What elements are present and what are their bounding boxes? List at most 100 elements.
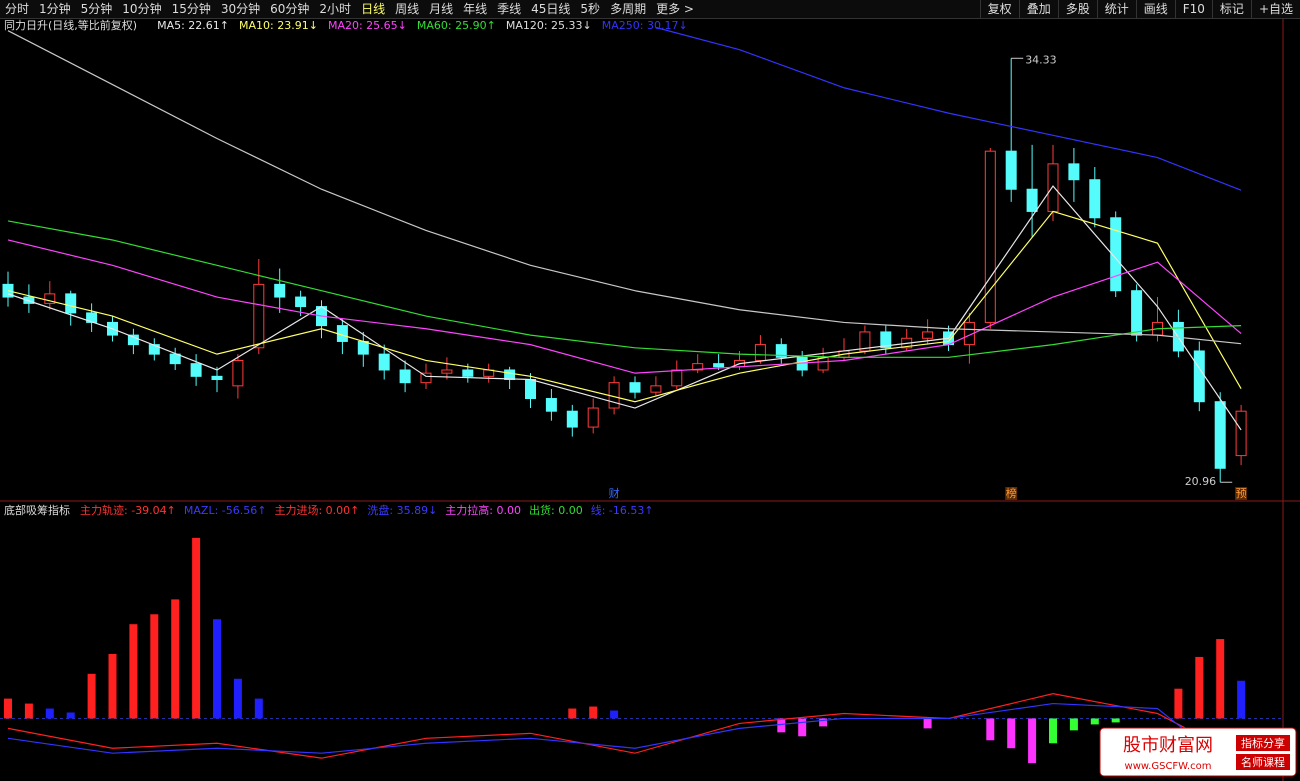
toolbar-button[interactable]: 10分钟 bbox=[122, 2, 162, 16]
ma-line bbox=[7, 220, 1242, 358]
toolbar-button[interactable]: 周线 bbox=[395, 2, 420, 16]
watermark-tag-bg bbox=[1236, 735, 1290, 751]
toolbar-button[interactable]: 60分钟 bbox=[270, 2, 310, 16]
indicator-legend: 出货: 0.00 bbox=[529, 503, 583, 517]
indicator-bar bbox=[777, 718, 786, 733]
indicator-legend: 主力进场: 0.00↑ bbox=[274, 503, 359, 517]
legend-name: MA120 bbox=[506, 19, 544, 32]
candle-body bbox=[253, 283, 265, 349]
legend-name: MA60 bbox=[417, 19, 448, 32]
indicator-bar bbox=[192, 537, 201, 719]
candle-body bbox=[817, 356, 829, 371]
candle-body bbox=[399, 369, 411, 384]
toolbar-button[interactable]: 统计 bbox=[1096, 0, 1136, 18]
indicator-bar bbox=[1028, 718, 1037, 764]
candle-body bbox=[23, 296, 35, 304]
indicator-legend: 主力拉高: 0.00 bbox=[445, 503, 521, 517]
toolbar-button[interactable]: 5秒 bbox=[580, 2, 601, 16]
toolbar-button[interactable]: 15分钟 bbox=[171, 2, 211, 16]
toolbar-button[interactable]: 45日线 bbox=[531, 2, 571, 16]
marker: 财 bbox=[609, 486, 620, 500]
toolbar-button[interactable]: F10 bbox=[1174, 0, 1212, 18]
indicator-line bbox=[7, 702, 1242, 776]
indicator-bar bbox=[150, 614, 159, 719]
legend-value: : 25.90↑ bbox=[448, 19, 496, 32]
indicator-bar bbox=[1111, 718, 1120, 723]
candle-body bbox=[545, 398, 557, 412]
toolbar: 分时 1分钟 5分钟 10分钟 15分钟 30分钟 60分钟 2小时 日线 周线 月线 年线 季线 45日… bbox=[0, 0, 1300, 19]
indicator-bar bbox=[819, 718, 828, 727]
legend-name: MA250 bbox=[602, 19, 640, 32]
watermark-tag-bg bbox=[1236, 754, 1290, 770]
legend-value: : 25.33↓ bbox=[544, 19, 592, 32]
indicator-bar bbox=[1069, 718, 1078, 731]
candle-body bbox=[775, 344, 787, 358]
candle-body bbox=[504, 369, 516, 381]
toolbar-button[interactable]: +自选 bbox=[1250, 0, 1300, 18]
legend-value: : 30.17↓ bbox=[640, 19, 688, 32]
indicator-bar bbox=[1049, 718, 1057, 744]
toolbar-button[interactable]: 30分钟 bbox=[220, 2, 261, 16]
indicator-line bbox=[7, 693, 1242, 759]
candle-body bbox=[1193, 350, 1205, 403]
toolbar-button[interactable]: 多周期 bbox=[610, 2, 647, 16]
indicator-legend: 洗盘: 35.89↓ bbox=[367, 503, 437, 517]
legend-name: MA10 bbox=[239, 19, 270, 32]
toolbar-button[interactable]: 月线 bbox=[429, 2, 454, 16]
marker: 榜 bbox=[1006, 486, 1017, 500]
candle-body bbox=[692, 363, 704, 371]
indicator-bar bbox=[66, 712, 75, 719]
ma-line bbox=[7, 185, 1242, 431]
indicator-bar bbox=[129, 624, 138, 719]
toolbar-button[interactable]: 年线 bbox=[463, 2, 488, 16]
indicator-bar bbox=[87, 673, 96, 719]
indicator-bar bbox=[1195, 656, 1204, 719]
toolbar-button[interactable]: 复权 bbox=[979, 0, 1019, 18]
indicator-bar bbox=[45, 708, 54, 719]
candle-body bbox=[984, 150, 996, 323]
candle-body bbox=[566, 410, 578, 428]
candle-body bbox=[378, 353, 390, 371]
candle-body bbox=[525, 379, 536, 400]
candle-body bbox=[922, 331, 934, 339]
toolbar-button[interactable]: 2小时 bbox=[319, 2, 352, 16]
toolbar-button[interactable]: 1分钟 bbox=[39, 2, 71, 16]
candle-body bbox=[1026, 188, 1038, 212]
toolbar-button[interactable]: 画线 bbox=[1135, 0, 1175, 18]
ma-line bbox=[7, 210, 1242, 403]
indicator-bar bbox=[610, 710, 619, 719]
legend-name: MA20 bbox=[328, 19, 359, 32]
toolbar-button[interactable]: 更多 > bbox=[656, 2, 694, 16]
indicator-bar bbox=[1007, 718, 1016, 749]
indicator-bar bbox=[108, 653, 117, 719]
candle-body bbox=[1214, 401, 1226, 469]
indicator-bar bbox=[798, 718, 807, 737]
indicator-legend: 线: -16.53↑ bbox=[591, 503, 654, 517]
candle-body bbox=[274, 283, 286, 298]
toolbar-button[interactable]: 多股 bbox=[1057, 0, 1097, 18]
ma-line bbox=[7, 30, 1242, 345]
indicator-bar bbox=[568, 708, 577, 719]
indicator-bar bbox=[1216, 639, 1225, 719]
toolbar-button[interactable]: 标记 bbox=[1211, 0, 1251, 18]
candle-body bbox=[650, 385, 662, 393]
candle-body bbox=[420, 372, 432, 384]
indicator-bar bbox=[171, 599, 180, 719]
toolbar-button[interactable]: 5分钟 bbox=[80, 2, 113, 16]
watermark-tag: 指标分享 bbox=[1241, 736, 1285, 750]
indicator-bar bbox=[1174, 688, 1183, 719]
candle-body bbox=[671, 369, 683, 387]
toolbar-button[interactable]: 日线 bbox=[361, 2, 386, 16]
toolbar-button[interactable]: 叠加 bbox=[1018, 0, 1058, 18]
candle-body bbox=[211, 375, 223, 381]
toolbar-right: 复权 叠加 多股 统计 画线 F10 标记 +自选 bbox=[979, 0, 1300, 18]
candle-body bbox=[1068, 163, 1080, 181]
watermark-title: 股市财富网 bbox=[1123, 735, 1213, 756]
candle-body bbox=[65, 293, 77, 314]
indicator-bar bbox=[4, 698, 12, 719]
candle-body bbox=[1047, 163, 1059, 212]
toolbar-button[interactable]: 分时 bbox=[5, 2, 30, 16]
candle-body bbox=[859, 331, 871, 352]
toolbar-button[interactable]: 季线 bbox=[497, 2, 522, 16]
